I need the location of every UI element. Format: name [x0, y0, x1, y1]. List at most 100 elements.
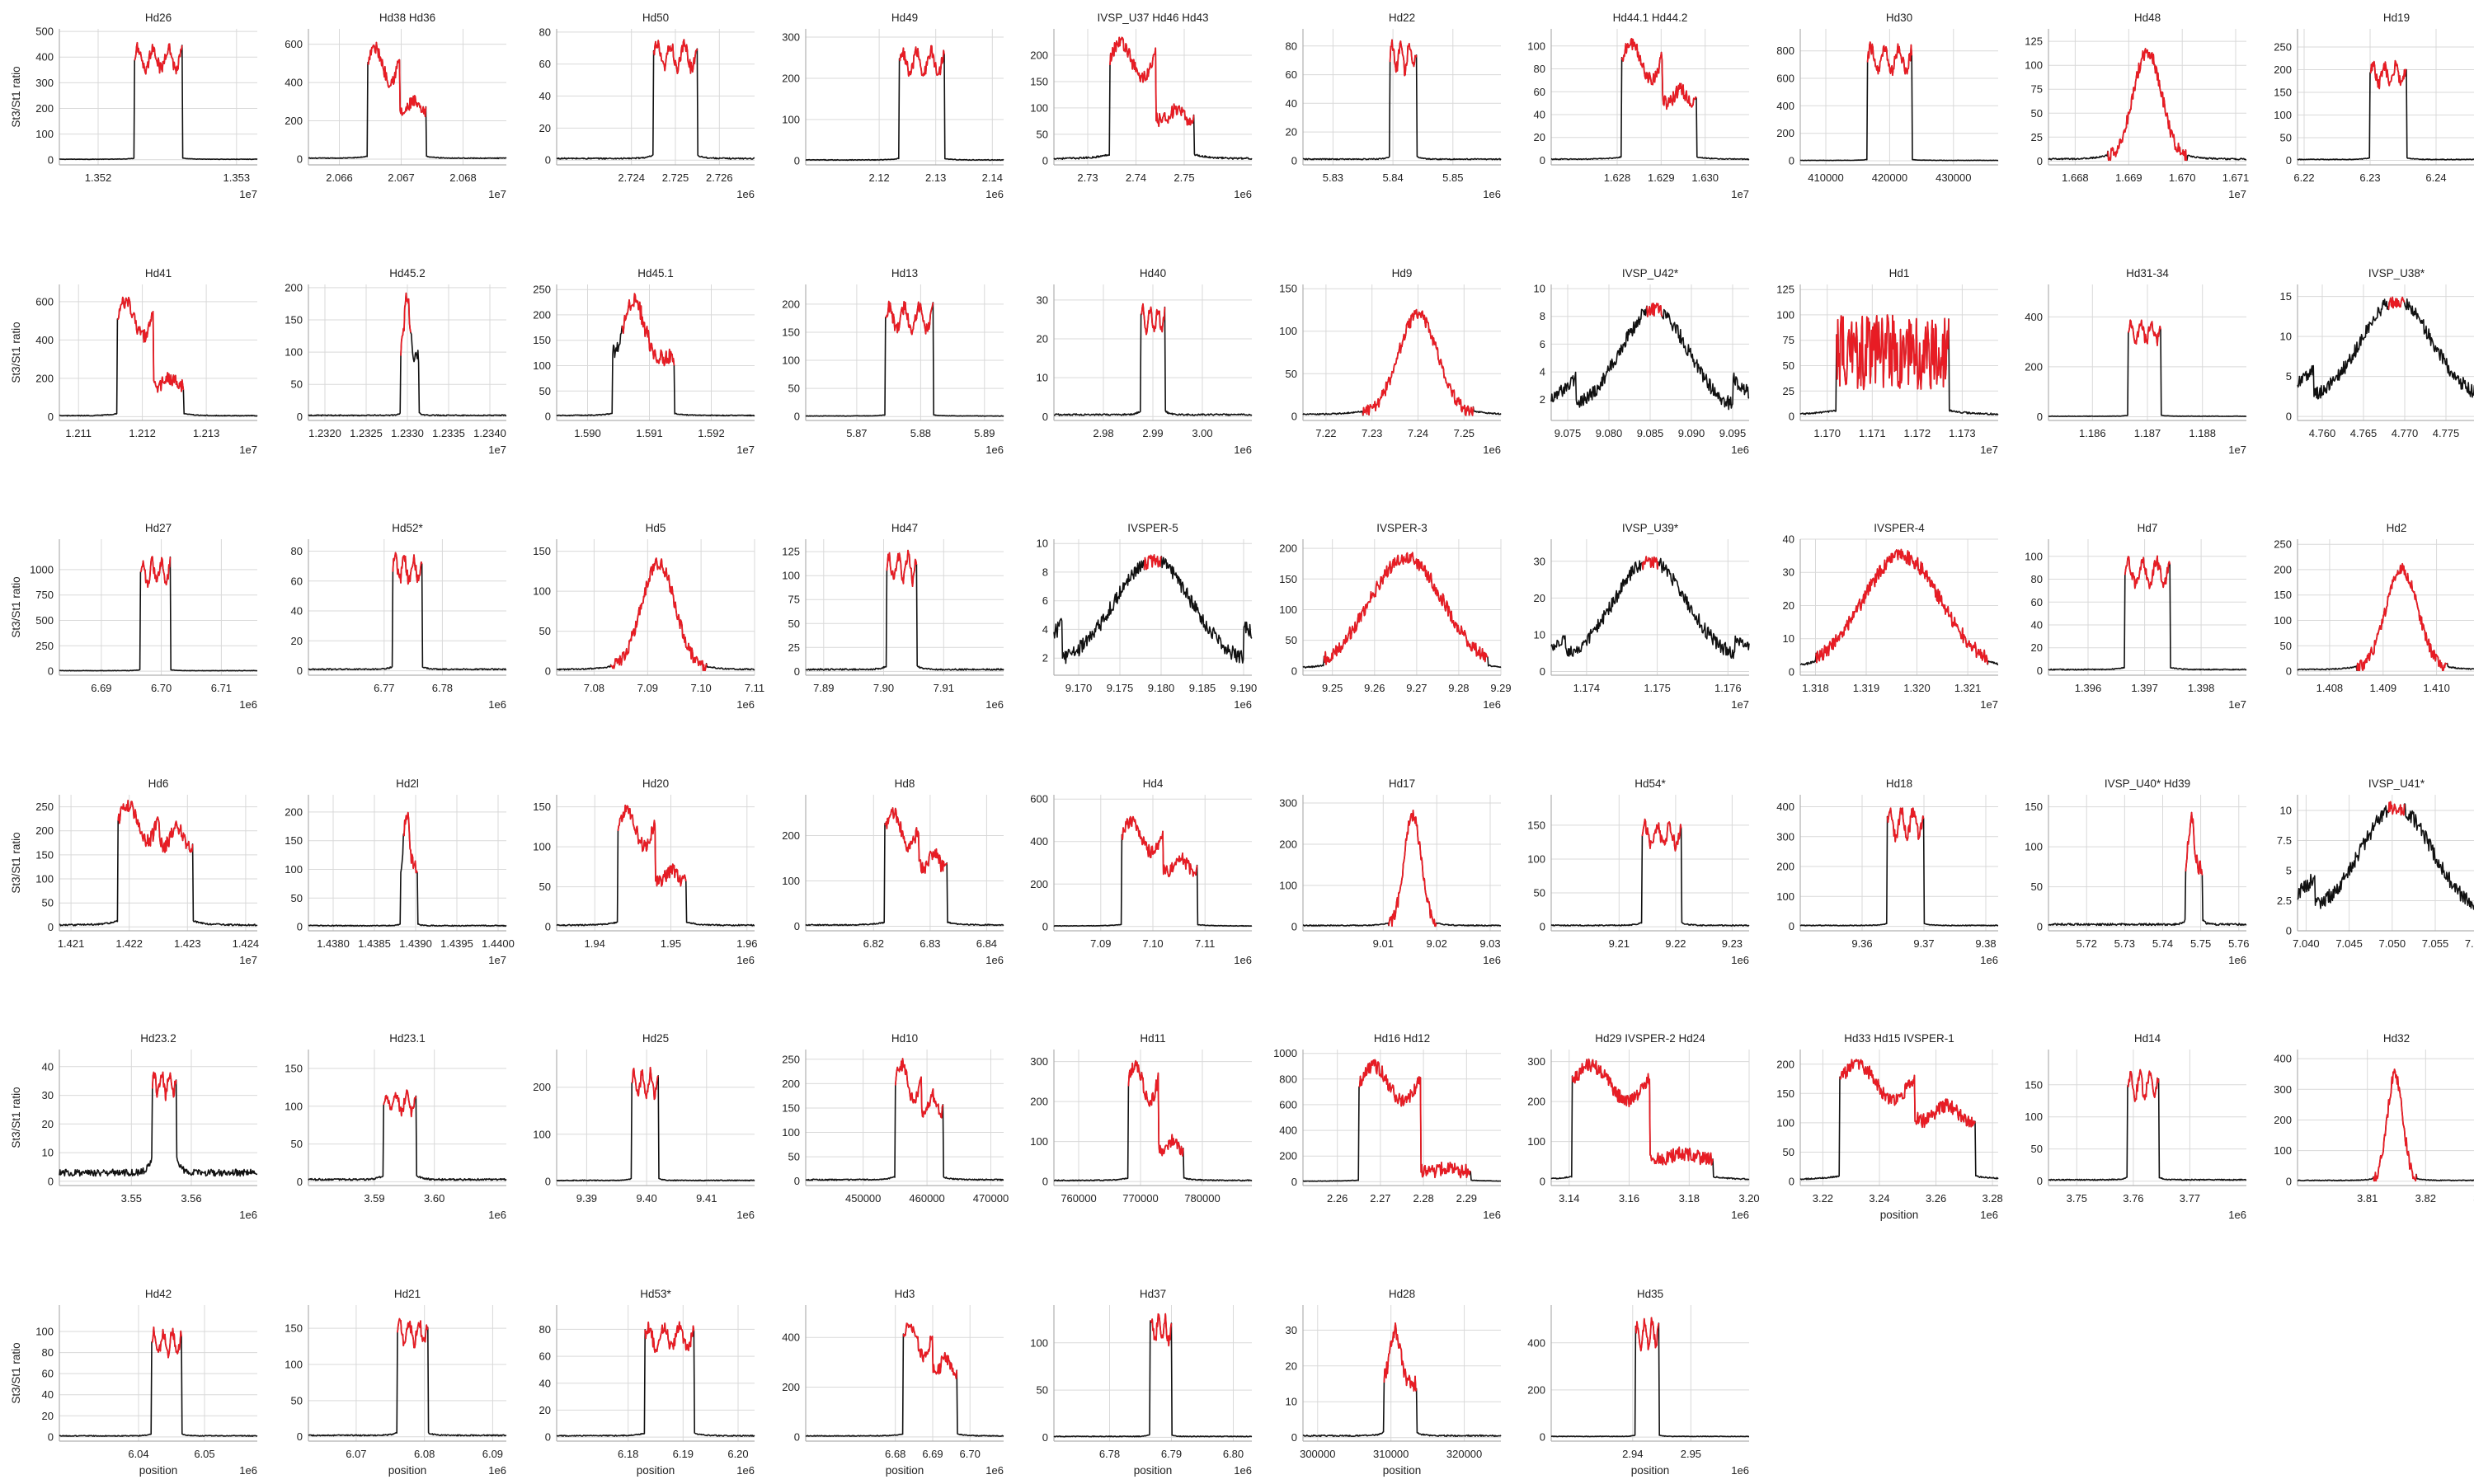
y-tick-label: 50 [1037, 1384, 1048, 1397]
subplot: 0 200 400 1.186 1.187 1.188 Hd31-34 1e7 [2025, 267, 2247, 456]
x-tick-label: 6.78 [432, 682, 453, 694]
y-tick-label: 100 [285, 1100, 303, 1112]
y-tick-label: 100 [533, 841, 551, 853]
subplot-title: Hd21 [394, 1288, 421, 1300]
axis-offset-label: 1e6 [985, 954, 1004, 966]
x-tick-label: 1.2320 [308, 427, 341, 439]
y-tick-label: 50 [1037, 128, 1048, 140]
y-tick-label: 150 [35, 848, 54, 861]
axis-offset-label: 1e6 [736, 954, 755, 966]
axis-offset-label: 1e6 [2228, 954, 2246, 966]
x-tick-label: 2.74 [1126, 171, 1146, 184]
y-tick-label: 10 [2280, 805, 2292, 817]
x-tick-label: 1.187 [2134, 427, 2161, 439]
y-tick-label: 100 [2025, 1111, 2043, 1123]
dip-ratio-line [117, 800, 194, 853]
y-tick-label: 200 [2025, 360, 2043, 373]
subplot: 0 50 100 150 3.59 3.60 Hd23.1 1e6 [285, 1032, 507, 1221]
background-ratio-line [2297, 296, 2474, 400]
y-tick-label: 2 [1540, 393, 1545, 406]
x-tick-label: 1.592 [698, 427, 725, 439]
subplot-title: IVSPER-3 [1376, 522, 1427, 534]
y-tick-label: 100 [533, 359, 551, 372]
y-tick-label: 0 [2037, 665, 2043, 677]
x-tick-label: 310000 [1373, 1448, 1409, 1460]
x-tick-label: 410000 [1808, 171, 1843, 184]
x-tick-label: 3.14 [1559, 1192, 1579, 1205]
subplot-title: Hd11 [1140, 1032, 1165, 1045]
background-ratio-line [59, 296, 258, 417]
x-tick-label: 1.4400 [482, 937, 515, 950]
y-tick-label: 150 [285, 314, 303, 326]
dip-ratio-line [2127, 1068, 2160, 1102]
x-tick-label: 1.670 [2169, 171, 2196, 184]
y-tick-label: 200 [2274, 63, 2292, 76]
x-tick-label: 1.320 [1903, 682, 1931, 694]
x-tick-label: 460000 [909, 1192, 944, 1205]
y-tick-label: 125 [2025, 35, 2043, 48]
subplot: 0 200 400 600 1.211 1.212 1.213 Hd41 1e7 St3/St1 … [10, 267, 258, 456]
subplot-title: IVSP_U39* [1622, 522, 1679, 534]
y-tick-label: 300 [1527, 1055, 1545, 1068]
x-tick-label: 1.188 [2189, 427, 2216, 439]
subplot: 0 100 200 300 400 500 1.352 1.353 Hd26 1e7 St3/St1… [10, 12, 258, 200]
y-tick-label: 20 [1783, 599, 1794, 612]
subplot-title: Hd48 [2134, 12, 2161, 24]
dip-ratio-line [1127, 1059, 1184, 1157]
y-tick-label: 0 [2037, 921, 2043, 933]
y-tick-label: 10 [1286, 1396, 1297, 1408]
y-tick-label: 50 [2280, 640, 2292, 652]
y-axis-label: St3/St1 ratio [10, 1087, 22, 1148]
y-tick-label: 400 [285, 77, 303, 89]
y-tick-label: 50 [788, 618, 800, 630]
y-tick-label: 250 [35, 640, 54, 652]
axis-offset-label: 1e7 [1731, 188, 1749, 200]
subplot: 2 4 6 8 10 9.170 9.175 9.180 9.185 9.190 IVSPER-5 1… [1037, 522, 1258, 711]
axis-offset-label: 1e6 [239, 1464, 257, 1477]
y-tick-label: 400 [1776, 801, 1794, 813]
dip-ratio-line [1388, 810, 1437, 928]
y-tick-label: 150 [782, 1102, 800, 1115]
y-tick-label: 75 [1783, 334, 1794, 346]
y-tick-label: 0 [2037, 411, 2043, 423]
y-tick-label: 40 [539, 1377, 551, 1389]
dip-ratio-line [1886, 807, 1925, 843]
subplot-title: Hd45.1 [637, 267, 674, 279]
y-tick-label: 400 [1527, 1336, 1545, 1349]
dip-ratio-line [2369, 59, 2407, 90]
y-axis-label: St3/St1 ratio [10, 832, 22, 893]
subplot-title: Hd10 [891, 1032, 918, 1045]
dip-ratio-line [1641, 556, 1659, 571]
dip-ratio-line [902, 1322, 958, 1379]
y-tick-label: 50 [788, 1151, 800, 1163]
x-tick-label: 5.75 [2190, 937, 2211, 950]
x-tick-label: 3.77 [2180, 1192, 2200, 1205]
x-tick-label: 6.69 [91, 682, 111, 694]
x-tick-label: 760000 [1061, 1192, 1096, 1205]
subplot: 0 50 100 150 200 5.87 5.88 5.89 Hd13 1e6 [782, 267, 1004, 456]
subplot: 0 50 100 150 3.75 3.76 3.77 Hd14 1e6 [2025, 1032, 2247, 1221]
x-tick-label: 7.89 [813, 682, 834, 694]
y-tick-label: 200 [285, 805, 303, 818]
x-tick-label: 9.185 [1189, 682, 1216, 694]
x-tick-label: 1.628 [1604, 171, 1631, 184]
x-tick-label: 7.24 [1408, 427, 1428, 439]
axis-offset-label: 1e7 [1980, 444, 1998, 456]
x-tick-label: 4.765 [2350, 427, 2378, 439]
dip-ratio-line [1646, 303, 1663, 317]
y-tick-label: 200 [782, 73, 800, 85]
y-tick-label: 400 [2025, 311, 2043, 323]
x-tick-label: 7.040 [2293, 937, 2320, 950]
x-tick-label: 9.180 [1148, 682, 1175, 694]
x-tick-label: 2.98 [1093, 427, 1113, 439]
subplot: 0 20 40 60 80 2.724 2.725 2.726 Hd50 1e6 [539, 12, 755, 200]
x-axis-label: position [1134, 1464, 1173, 1477]
x-tick-label: 770000 [1122, 1192, 1158, 1205]
x-tick-label: 3.24 [1869, 1192, 1889, 1205]
y-tick-label: 50 [1783, 359, 1794, 372]
x-tick-label: 5.76 [2228, 937, 2249, 950]
x-tick-label: 3.00 [1192, 427, 1212, 439]
subplot: 0 50 100 150 7.08 7.09 7.10 7.11 Hd5 1e6 [533, 522, 764, 711]
y-tick-label: 200 [1030, 878, 1048, 890]
axis-offset-label: 1e7 [1980, 698, 1998, 711]
